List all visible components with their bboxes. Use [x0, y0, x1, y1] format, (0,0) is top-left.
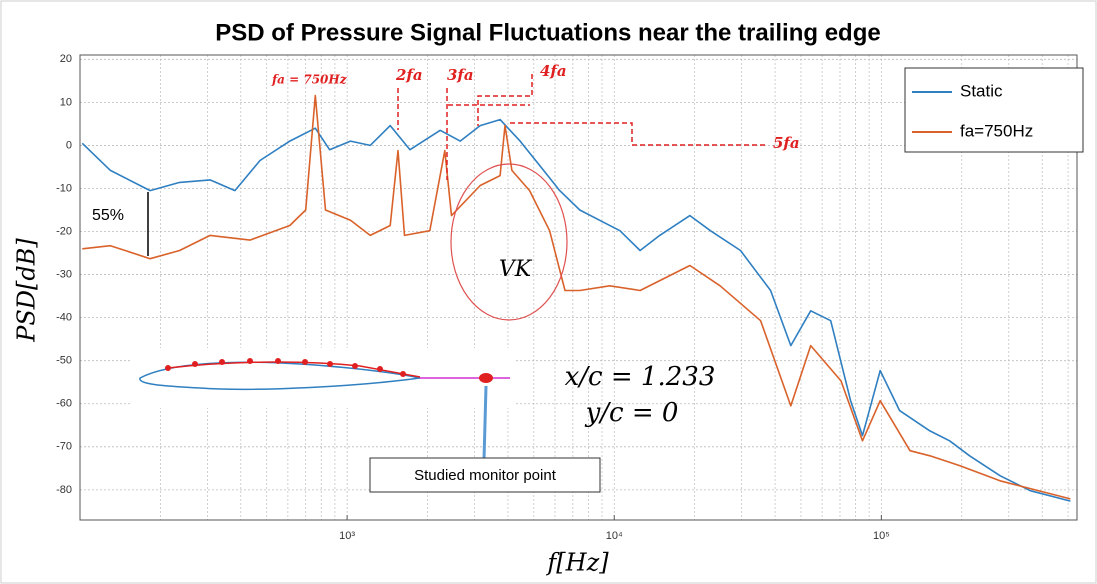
annotation: 3fa: [447, 66, 474, 84]
x-tick-label: 10³: [339, 530, 355, 542]
x-axis-label: f[Hz]: [545, 549, 609, 577]
legend: Static fa=750Hz: [904, 67, 1084, 153]
annotation: x/c = 1.233: [565, 362, 716, 392]
y-tick-label: -10: [56, 182, 72, 194]
annotation: Studied monitor point: [414, 467, 557, 484]
y-tick-label: -80: [56, 484, 72, 496]
annotation-arrows: [397, 74, 765, 180]
x-tick-label: 10⁴: [606, 530, 623, 542]
annotation: y/c = 0: [585, 398, 679, 428]
vk-ellipse: [450, 163, 568, 321]
series-line: [82, 94, 1071, 500]
y-tick-label: -60: [56, 398, 72, 410]
y-tick-label: 10: [60, 96, 72, 108]
y-tick-label: -40: [56, 312, 72, 324]
chart-title: PSD of Pressure Signal Fluctuations near…: [215, 19, 880, 46]
series-line: [81, 118, 1071, 502]
y-tick-label: -30: [56, 268, 72, 280]
y-tick-label: 20: [60, 53, 72, 65]
annotation: 5fa: [773, 134, 800, 152]
legend-label: fa=750Hz: [960, 121, 1033, 140]
lines: [81, 94, 1071, 502]
legend-label: Static: [960, 81, 1003, 100]
y-tick-label: -70: [56, 441, 72, 453]
annotation: fa = 750Hz: [271, 73, 348, 87]
annotation: 4fa: [540, 62, 567, 80]
annotation: 2fa: [395, 66, 423, 84]
y-tick-label: -50: [56, 355, 72, 367]
plot-border: [79, 54, 1078, 521]
y-axis-label: PSD[dB]: [13, 238, 41, 343]
airfoil-inset: [130, 348, 515, 461]
annotation: VK: [499, 257, 533, 282]
monitor-box: [369, 457, 601, 493]
x-tick-label: 10⁵: [873, 530, 890, 542]
annotation: 55%: [92, 207, 124, 224]
y-tick-label: 0: [66, 139, 72, 151]
y-tick-label: -20: [56, 225, 72, 237]
